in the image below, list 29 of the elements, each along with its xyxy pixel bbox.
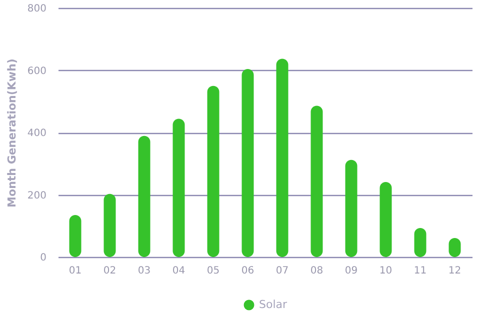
y-tick-label: 0 — [40, 252, 46, 264]
bar — [104, 194, 116, 257]
x-tick-label: 06 — [241, 266, 254, 276]
bar — [172, 118, 185, 257]
x-tick-label: 12 — [448, 266, 462, 276]
bar — [207, 86, 220, 257]
y-tick-label: 400 — [27, 128, 46, 139]
x-tick-label: 03 — [138, 266, 151, 276]
bar — [380, 182, 392, 257]
y-tick-label: 800 — [27, 4, 46, 14]
legend-label: Solar — [259, 298, 288, 311]
bar — [69, 214, 82, 257]
x-tick-label: 05 — [206, 266, 220, 276]
x-tick-label: 04 — [172, 266, 186, 276]
x-tick-label: 10 — [379, 266, 392, 276]
bar — [310, 106, 323, 257]
x-tick-label: 09 — [344, 266, 358, 276]
bar — [138, 136, 150, 257]
x-tick-label: 07 — [276, 266, 289, 276]
bar — [276, 58, 288, 257]
y-tick-label: 600 — [27, 66, 46, 77]
x-tick-label: 01 — [68, 266, 82, 276]
y-tick-label: 200 — [27, 190, 46, 202]
bar — [345, 160, 358, 257]
x-tick-label: 08 — [310, 266, 324, 276]
bar — [242, 69, 254, 257]
x-tick-label: 02 — [103, 266, 116, 276]
x-tick-label: 11 — [414, 266, 427, 276]
y-axis-title: Month Generation(Kwh) — [5, 58, 18, 208]
